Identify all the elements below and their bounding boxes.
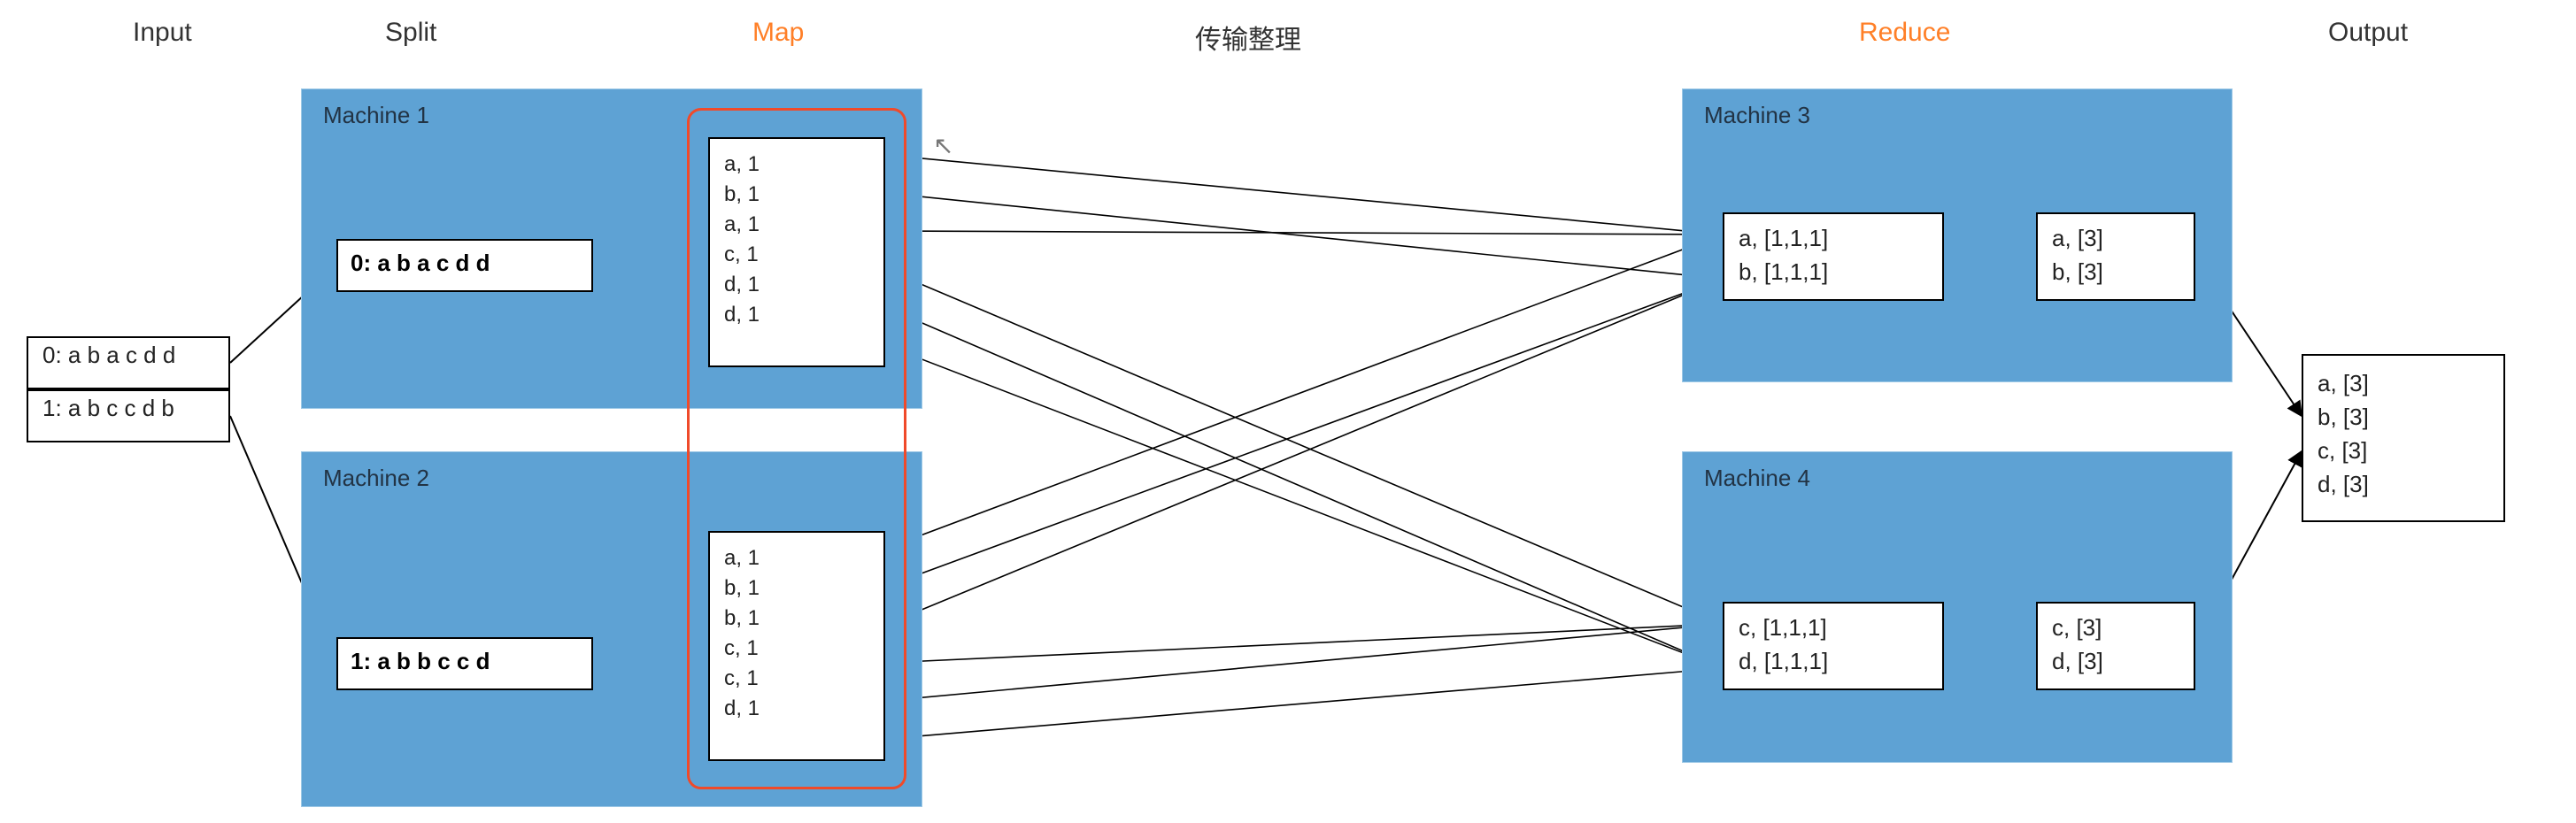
stage-label-reduce: Reduce — [1859, 18, 1950, 48]
stage-label-split: Split — [385, 18, 436, 48]
map-item: c, 1 — [710, 664, 883, 694]
reduce-out-rout3: a, [3]b, [3] — [2036, 212, 2195, 301]
input-row-0: 0: a b a c d d — [27, 336, 230, 389]
map-item: d, 1 — [710, 270, 883, 300]
split-text: 1: a b b c c d — [338, 639, 591, 684]
machine-title-m2: Machine 2 — [323, 465, 429, 492]
reduce-out-rout4: c, [3]d, [3] — [2036, 602, 2195, 690]
reduce-in-rin4: c, [1,1,1]d, [1,1,1] — [1723, 602, 1944, 690]
output-item: d, [3] — [2303, 467, 2503, 501]
reduce-out-item: c, [3] — [2038, 611, 2194, 644]
output-box: a, [3]b, [3]c, [3]d, [3] — [2302, 354, 2505, 522]
stage-label-output: Output — [2328, 18, 2408, 48]
map-item: a, 1 — [710, 543, 883, 573]
reduce-in-item: b, [1,1,1] — [1724, 255, 1942, 288]
output-item: b, [3] — [2303, 400, 2503, 434]
map-item: b, 1 — [710, 573, 883, 604]
reduce-in-item: a, [1,1,1] — [1724, 221, 1942, 255]
map-item: d, 1 — [710, 300, 883, 330]
input-row-1: 1: a b c c d b — [27, 389, 230, 442]
machine-title-m4: Machine 4 — [1704, 465, 1810, 492]
reduce-out-item: d, [3] — [2038, 644, 2194, 678]
machine-title-m1: Machine 1 — [323, 102, 429, 129]
reduce-in-rin3: a, [1,1,1]b, [1,1,1] — [1723, 212, 1944, 301]
split-box-s1: 1: a b b c c d — [336, 637, 593, 690]
map-box-map0: a, 1b, 1a, 1c, 1d, 1d, 1 — [708, 137, 885, 367]
machine-title-m3: Machine 3 — [1704, 102, 1810, 129]
stage-label-input: Input — [133, 18, 192, 48]
reduce-in-item: c, [1,1,1] — [1724, 611, 1942, 644]
mapreduce-diagram: Input Split Map 传输整理 Reduce Output Machine 1 Ma… — [0, 0, 2576, 823]
map-item: b, 1 — [710, 604, 883, 634]
map-item: c, 1 — [710, 634, 883, 664]
split-text: 0: a b a c d d — [338, 241, 591, 286]
map-item: b, 1 — [710, 180, 883, 210]
reduce-in-item: d, [1,1,1] — [1724, 644, 1942, 678]
stage-label-shuffle: 传输整理 — [1195, 18, 1301, 57]
split-box-s0: 0: a b a c d d — [336, 239, 593, 292]
map-item: a, 1 — [710, 150, 883, 180]
output-item: a, [3] — [2303, 366, 2503, 400]
map-item: a, 1 — [710, 210, 883, 240]
stage-label-map: Map — [752, 18, 804, 48]
output-item: c, [3] — [2303, 434, 2503, 467]
cursor-icon: ↖ — [933, 131, 953, 160]
reduce-out-item: a, [3] — [2038, 221, 2194, 255]
reduce-out-item: b, [3] — [2038, 255, 2194, 288]
map-box-map1: a, 1b, 1b, 1c, 1c, 1d, 1 — [708, 531, 885, 761]
map-item: c, 1 — [710, 240, 883, 270]
map-item: d, 1 — [710, 694, 883, 724]
